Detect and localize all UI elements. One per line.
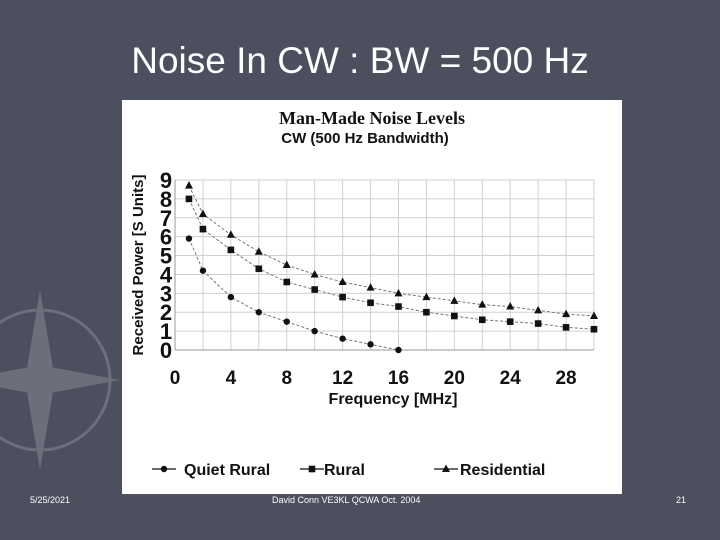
data-point-residential (338, 277, 347, 285)
footer-author: David Conn VE3KL QCWA Oct. 2004 (272, 495, 421, 505)
data-point-rural (423, 308, 430, 316)
x-tick-label: 12 (332, 368, 353, 389)
y-axis-label: Received Power [S Units] (130, 175, 147, 356)
data-point-residential (394, 288, 403, 297)
chart-panel: Man-Made Noise Levels CW (500 Hz Bandwid… (122, 100, 622, 494)
data-point-residential (478, 300, 487, 308)
data-point-rural (562, 324, 570, 331)
series-line-quiet-rural (188, 238, 399, 351)
x-tick-label: 20 (444, 368, 465, 389)
data-point-quiet-rural (199, 267, 207, 274)
data-point-rural (367, 299, 374, 307)
data-point-rural (283, 278, 291, 286)
data-point-quiet-rural (185, 235, 193, 242)
y-tick-label: 0 (160, 338, 172, 363)
data-point-rural (534, 320, 542, 327)
data-point-residential (450, 296, 459, 304)
data-point-rural (506, 318, 514, 325)
data-point-quiet-rural (395, 346, 402, 354)
data-point-residential (534, 305, 543, 314)
legend-label-rural: Rural (324, 462, 365, 479)
x-tick-label: 28 (555, 368, 576, 389)
data-point-quiet-rural (227, 293, 235, 301)
data-point-residential (422, 292, 431, 301)
legend-marker-quiet-rural (160, 465, 168, 473)
data-point-residential (366, 283, 375, 291)
data-point-rural (199, 225, 207, 233)
data-point-rural (311, 286, 318, 293)
y-tick-label: 6 (160, 225, 172, 250)
data-point-residential (282, 260, 291, 268)
data-point-residential (590, 311, 598, 319)
slide-title: Noise In CW : BW = 500 Hz (131, 40, 589, 81)
data-point-residential (562, 309, 571, 318)
x-tick-label: 4 (226, 368, 237, 389)
data-point-residential (184, 181, 193, 189)
legend-marker-residential (442, 464, 450, 472)
data-point-quiet-rural (311, 327, 318, 335)
chart-title: Man-Made Noise Levels (279, 108, 465, 128)
y-tick-label: 5 (160, 244, 172, 269)
legend-label-residential: Residential (460, 462, 545, 479)
data-point-rural (451, 312, 458, 320)
y-tick-label: 1 (160, 319, 172, 344)
x-tick-label: 8 (281, 368, 292, 389)
data-point-quiet-rural (255, 309, 262, 316)
noise-chart: Man-Made Noise Levels CW (500 Hz Bandwid… (130, 108, 598, 479)
y-tick-label: 3 (160, 281, 172, 306)
data-point-residential (506, 302, 515, 310)
data-point-residential (226, 230, 235, 238)
data-point-quiet-rural (283, 318, 290, 325)
data-point-rural (227, 246, 235, 254)
x-tick-label: 16 (388, 368, 409, 389)
footer-date: 5/25/2021 (30, 495, 71, 505)
y-tick-label: 7 (160, 206, 172, 231)
x-axis-label: Frequency [MHz] (329, 391, 458, 408)
legend-label-quiet-rural: Quiet Rural (184, 462, 270, 479)
x-tick-label: 24 (500, 368, 522, 389)
data-point-residential (310, 269, 319, 278)
footer-page-number: 21 (676, 495, 687, 505)
series-line-residential (188, 185, 595, 317)
data-point-residential (254, 247, 263, 255)
y-tick-label: 4 (160, 262, 173, 287)
compass-watermark-icon (0, 290, 120, 470)
data-point-quiet-rural (367, 341, 374, 348)
data-point-rural (478, 316, 486, 324)
data-point-quiet-rural (339, 335, 346, 342)
y-tick-label: 9 (160, 168, 172, 193)
data-point-residential (198, 209, 207, 217)
y-tick-label: 8 (160, 187, 172, 212)
data-point-rural (590, 325, 598, 333)
chart-subtitle: CW (500 Hz Bandwidth) (281, 130, 449, 147)
data-point-rural (255, 265, 263, 273)
y-tick-label: 2 (160, 300, 172, 325)
legend-marker-rural (308, 465, 316, 473)
data-point-rural (339, 293, 346, 301)
data-point-rural (395, 303, 402, 310)
x-tick-label: 0 (170, 368, 181, 389)
data-point-rural (185, 195, 193, 203)
